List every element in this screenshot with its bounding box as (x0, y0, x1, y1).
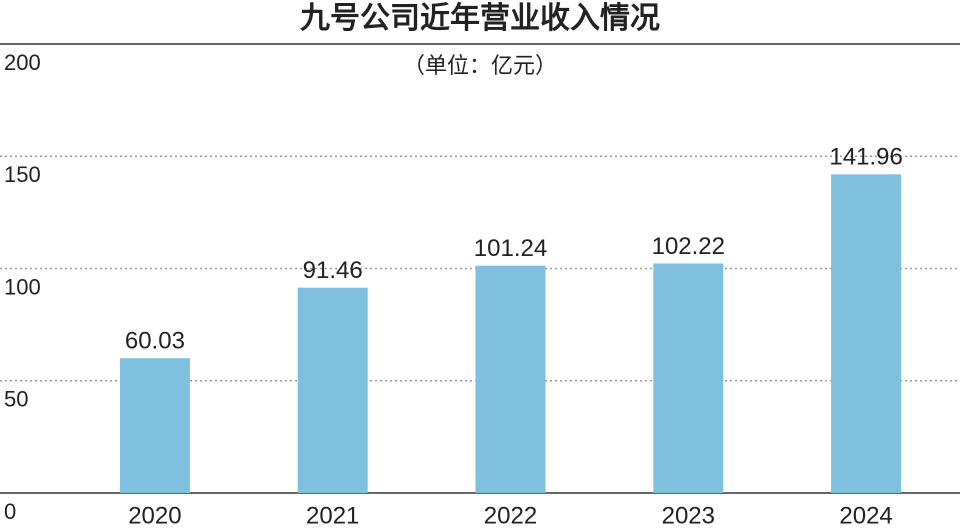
bar (831, 174, 902, 493)
y-tick-label: 100 (4, 274, 41, 299)
y-tick-label: 150 (4, 162, 41, 187)
value-label: 91.46 (303, 257, 363, 284)
x-tick-label: 2024 (839, 502, 892, 528)
chart-title: 九号公司近年营业收入情况 (300, 2, 660, 35)
x-tick-label: 2022 (484, 502, 537, 528)
x-tick-label: 2021 (306, 502, 359, 528)
y-tick-label: 50 (4, 387, 28, 412)
x-tick-label: 2020 (128, 502, 181, 528)
value-label: 102.22 (652, 233, 725, 260)
y-tick-label: 0 (4, 499, 16, 524)
chart-subtitle: （单位：亿元） (403, 53, 557, 78)
bar (475, 265, 546, 493)
value-label: 141.96 (829, 144, 902, 171)
y-tick-label: 200 (4, 50, 41, 75)
value-label: 101.24 (474, 235, 547, 262)
x-tick-label: 2023 (662, 502, 715, 528)
bar (297, 287, 368, 493)
bar (653, 263, 724, 493)
value-label: 60.03 (125, 328, 185, 355)
bar (119, 358, 190, 493)
